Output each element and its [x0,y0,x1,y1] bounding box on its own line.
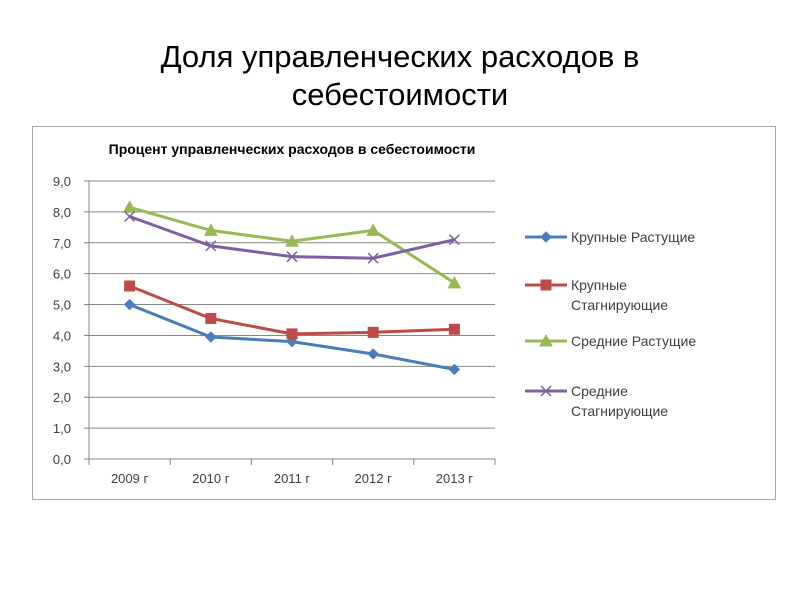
y-tick-label: 1,0 [53,421,71,436]
series-4 [124,210,460,264]
data-point-triangle [203,223,218,236]
x-tick-label: 2010 г [192,471,230,486]
chart-title: Процент управленческих расходов в себест… [109,141,476,157]
legend-item: Крупные Растущие [523,225,763,269]
legend-label-line-1: Средние [571,383,628,399]
legend-label: Крупные Стагнирующие [571,275,761,315]
legend-symbol [525,279,567,291]
data-point-diamond [448,363,461,376]
data-point-x [205,240,217,252]
data-point-triangle [366,223,381,236]
data-point-square [367,326,379,338]
legend-item: Крупные Стагнирующие [523,273,763,317]
legend-label-line-1: Крупные Растущие [571,229,696,245]
data-point-triangle [122,200,137,213]
data-point-x [286,251,298,263]
series-2 [124,280,460,340]
data-point-diamond [367,348,379,360]
data-point-square [205,312,217,324]
data-point-triangle [447,275,462,289]
data-point-triangle [539,333,553,347]
data-point-x [448,234,460,246]
data-point-x [367,252,379,264]
data-point-square [286,328,298,340]
y-tick-label: 7,0 [53,236,71,251]
legend-item: Средние Стагнирующие [523,379,763,423]
chart-frame: Процент управленческих расходов в себест… [32,126,776,500]
legend-item: Средние Растущие [523,329,763,373]
legend-label: Средние Растущие [571,331,761,351]
y-tick-label: 2,0 [53,390,71,405]
x-tick-label: 2012 г [355,471,393,486]
x-tick-label: 2011 г [274,471,311,486]
y-tick-label: 8,0 [53,205,71,220]
legend-label-line-2: Стагнирующие [571,297,669,313]
legend-symbol [525,333,567,347]
x-tick-label: 2013 г [436,471,474,486]
series-line [129,284,455,336]
y-tick-label: 5,0 [53,298,71,313]
slide-title-line-1: Доля управленческих расходов в [160,39,640,74]
data-point-triangle [285,234,299,247]
data-point-x [540,385,552,397]
legend-symbol [525,231,567,243]
data-point-square [540,279,552,291]
legend-label-line-1: Крупные [571,277,627,293]
legend-symbol [525,385,567,397]
data-point-diamond [123,298,136,311]
data-point-x [124,210,136,223]
data-point-diamond [540,231,552,243]
data-point-square [448,323,460,335]
data-point-diamond [205,331,217,343]
x-tick-label: 2009 г [111,471,149,486]
data-point-square [124,280,136,292]
legend-label: Средние Стагнирующие [571,381,761,421]
y-tick-label: 3,0 [53,359,71,374]
legend-label: Крупные Растущие [571,227,761,247]
series-3 [122,200,462,289]
y-tick-label: 9,0 [53,174,71,189]
y-tick-label: 4,0 [53,328,71,343]
y-tick-label: 0,0 [53,452,71,467]
legend-label-line-2: Стагнирующие [571,403,669,419]
line-chart: Процент управленческих расходов в себест… [53,141,496,486]
slide-title-line-2: себестоимости [291,77,509,112]
legend-label-line-1: Средние Растущие [571,333,697,349]
slide-title: Доля управленческих расходов в себестоим… [0,38,800,114]
y-tick-label: 6,0 [53,267,71,282]
